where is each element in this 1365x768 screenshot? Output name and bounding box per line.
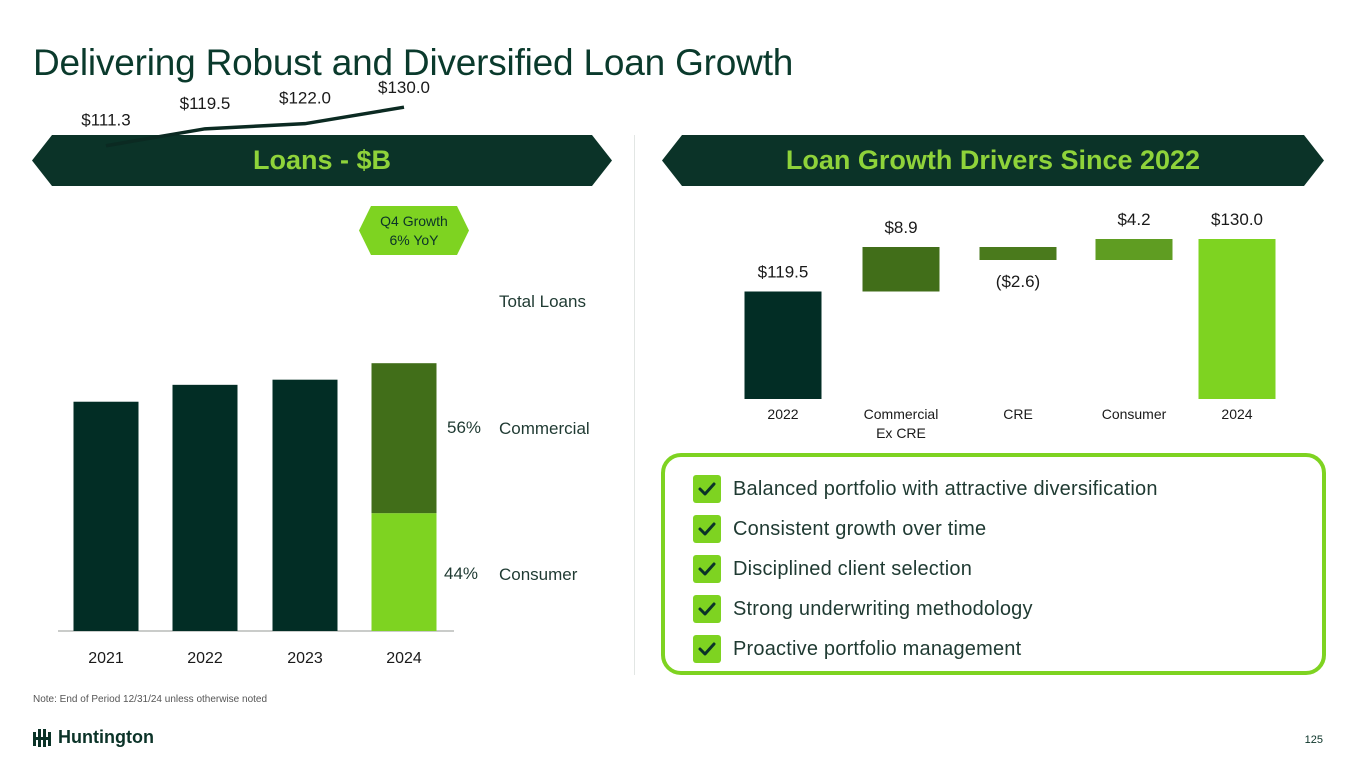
highlight-text: Consistent growth over time: [733, 517, 987, 540]
total-label-2021: $111.3: [81, 111, 130, 130]
checkmark-icon: [693, 595, 721, 623]
waterfall-tick-cre: CRE: [1003, 406, 1033, 422]
waterfall-tick-2022: 2022: [767, 406, 798, 422]
highlight-text: Balanced portfolio with attractive diver…: [733, 477, 1158, 500]
huntington-logo: Huntington: [33, 727, 154, 748]
bar-2021: [73, 401, 139, 631]
tick-label-2023: 2023: [287, 650, 323, 667]
highlight-text: Strong underwriting methodology: [733, 597, 1033, 620]
bar-2022: [172, 384, 238, 631]
waterfall-bar-commercial-ex-cre: [862, 247, 940, 292]
waterfall-tick-consumer: Consumer: [1102, 406, 1167, 422]
highlight-text: Proactive portfolio management: [733, 637, 1022, 660]
checkmark-icon: [693, 635, 721, 663]
waterfall-bar-2022: [744, 291, 822, 399]
huntington-logo-icon: [33, 728, 51, 747]
logo-wordmark: Huntington: [58, 727, 154, 747]
waterfall-tick-commercial-ex-cre-line2: Ex CRE: [876, 425, 926, 441]
q4-growth-badge: Q4 Growth 6% YoY: [359, 206, 469, 255]
highlight-item: Balanced portfolio with attractive diver…: [693, 475, 1158, 503]
highlight-text: Disciplined client selection: [733, 557, 973, 580]
loans-banner-label: Loans - $B: [252, 145, 392, 175]
page-number: 125: [1304, 734, 1323, 746]
bar-2023: [272, 379, 338, 631]
checkmark-icon: [693, 475, 721, 503]
waterfall-tick-2024: 2024: [1221, 406, 1252, 422]
waterfall-bar-consumer: [1095, 239, 1173, 260]
checkmark-icon: [693, 555, 721, 583]
tick-label-2021: 2021: [88, 650, 124, 667]
badge-line-2: 6% YoY: [389, 231, 439, 248]
page-title: Delivering Robust and Diversified Loan G…: [33, 42, 794, 83]
highlight-item: Proactive portfolio management: [693, 635, 1021, 663]
total-loans-line: [105, 105, 405, 148]
total-label-2022: $119.5: [180, 94, 231, 113]
waterfall-value-2022: $119.5: [758, 263, 809, 282]
growth-drivers-banner: Loan Growth Drivers Since 2022: [662, 135, 1324, 186]
total-loans-legend: Total Loans: [499, 292, 586, 311]
growth-drivers-banner-label: Loan Growth Drivers Since 2022: [785, 145, 1201, 175]
commercial-legend: Commercial: [499, 419, 590, 438]
waterfall-bar-2024: [1198, 239, 1276, 399]
checkmark-icon: [693, 515, 721, 543]
waterfall-value-cre: ($2.6): [996, 272, 1040, 291]
waterfall-value-commercial-ex-cre: $8.9: [884, 218, 917, 237]
commercial-pct: 56%: [447, 418, 481, 437]
highlight-item: Consistent growth over time: [693, 515, 986, 543]
tick-label-2024: 2024: [386, 650, 422, 667]
highlights-panel: Balanced portfolio with attractive diver…: [661, 453, 1326, 675]
total-label-2024: $130.0: [378, 78, 430, 97]
highlight-item: Disciplined client selection: [693, 555, 972, 583]
highlight-item: Strong underwriting methodology: [693, 595, 1033, 623]
footnote: Note: End of Period 12/31/24 unless othe…: [33, 694, 268, 705]
bar-2024-commercial: [371, 363, 437, 514]
waterfall-tick-commercial-ex-cre: Commercial: [864, 406, 939, 422]
bar-2024-consumer: [371, 513, 437, 631]
waterfall-value-consumer: $4.2: [1117, 210, 1150, 229]
waterfall-bar-cre: [979, 247, 1057, 260]
consumer-pct: 44%: [444, 564, 478, 583]
total-label-2023: $122.0: [279, 89, 331, 108]
tick-label-2022: 2022: [187, 650, 223, 667]
consumer-legend: Consumer: [499, 565, 578, 584]
panel-divider: [634, 135, 635, 675]
badge-line-1: Q4 Growth: [380, 212, 448, 229]
waterfall-value-2024: $130.0: [1211, 210, 1263, 229]
